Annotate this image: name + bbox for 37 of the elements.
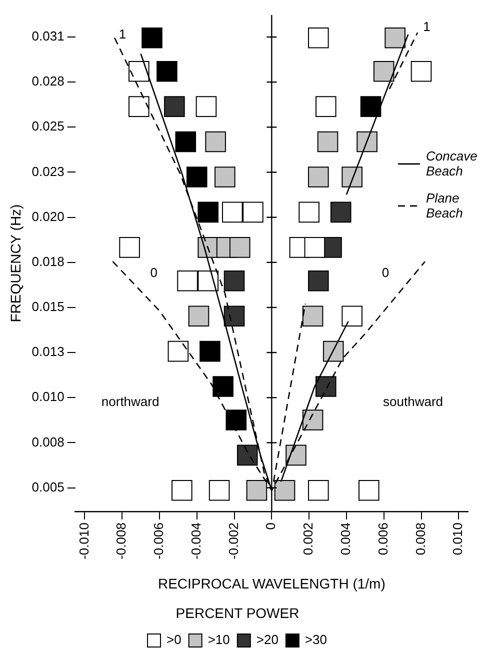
y-tick-label: 0.010 [32,389,64,404]
y-tick-label: 0.005 [32,479,64,494]
annotation: southward [383,394,444,409]
legend-title: PERCENT POWER [176,605,300,622]
x-tick-label: 0.008 [412,522,428,556]
annotation: 1 [118,26,126,42]
annotation: 0 [382,264,390,280]
x-tick-label: 0.004 [338,522,354,556]
annotation: 0 [150,264,158,280]
annotation: northward [101,394,160,409]
annotation: 1 [423,18,430,34]
y-axis-title: FREQUENCY (Hz) [7,204,24,322]
y-tick-label: 0.020 [32,208,64,224]
y-tick-label: 0.018 [32,254,64,269]
legend-label: >0 [166,632,182,648]
x-tick-label: -0.006 [151,522,166,560]
x-tick-label: 0.006 [375,522,390,556]
x-tick-label: -0.004 [188,522,204,560]
y-tick-label: 0.031 [32,28,64,44]
x-tick-label: 0.002 [300,522,316,556]
x-tick-label: 0 [263,522,278,530]
x-axis-title: RECIPROCAL WAVELENGTH (1/m) [158,576,386,592]
x-tick-label: -0.002 [226,522,241,560]
legend-label: >30 [304,632,327,648]
y-tick-label: 0.025 [32,118,64,134]
x-tick-label: -0.008 [114,522,129,560]
x-tick-label: -0.010 [76,522,92,560]
x-tick-label: 0.010 [450,522,466,556]
legend-label: >10 [208,632,230,648]
y-tick-label: 0.028 [32,74,64,89]
y-tick-label: 0.008 [32,434,64,450]
y-tick-label: 0.015 [32,299,64,314]
legend-label: Plane Beach [426,190,463,221]
y-tick-label: 0.023 [32,164,64,179]
y-tick-label: 0.013 [32,344,64,360]
legend-label: Concave Beach [426,148,478,179]
legend-label: >20 [256,632,278,648]
